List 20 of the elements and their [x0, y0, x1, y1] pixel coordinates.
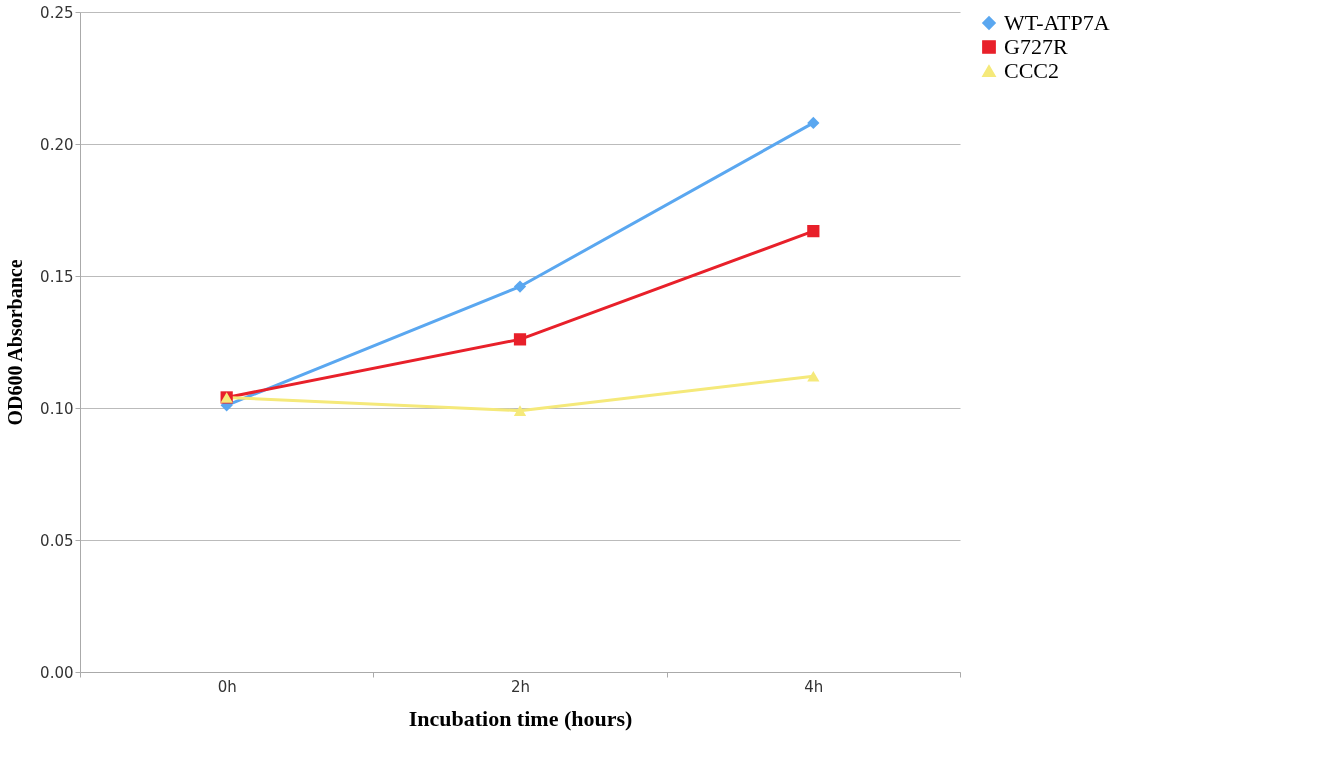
- y-tick-label: 0.10: [40, 399, 74, 418]
- point: [513, 333, 527, 346]
- y-tick-label: 0.25: [40, 3, 74, 22]
- x-tick-label: 0h: [217, 677, 237, 696]
- point: [513, 280, 527, 293]
- point: [807, 225, 820, 238]
- x-axis-title: Incubation time (hours): [408, 705, 633, 731]
- y-axis-title: OD600 Absorbance: [4, 259, 27, 426]
- y-tick-label: 0.05: [40, 531, 74, 550]
- y-tick-label: 0.00: [40, 663, 74, 682]
- point: [807, 371, 820, 382]
- legend-label: G727R: [1004, 34, 1068, 59]
- x-tick-label: 2h: [510, 677, 531, 696]
- legend-label: CCC2: [1004, 58, 1060, 83]
- point: [513, 405, 527, 416]
- x-tick-label: 4h: [804, 677, 824, 696]
- legend-label: WT-ATP7A: [1004, 10, 1110, 35]
- y-tick-label: 0.15: [40, 267, 74, 286]
- point: [807, 116, 820, 129]
- y-tick-label: 0.20: [40, 135, 74, 154]
